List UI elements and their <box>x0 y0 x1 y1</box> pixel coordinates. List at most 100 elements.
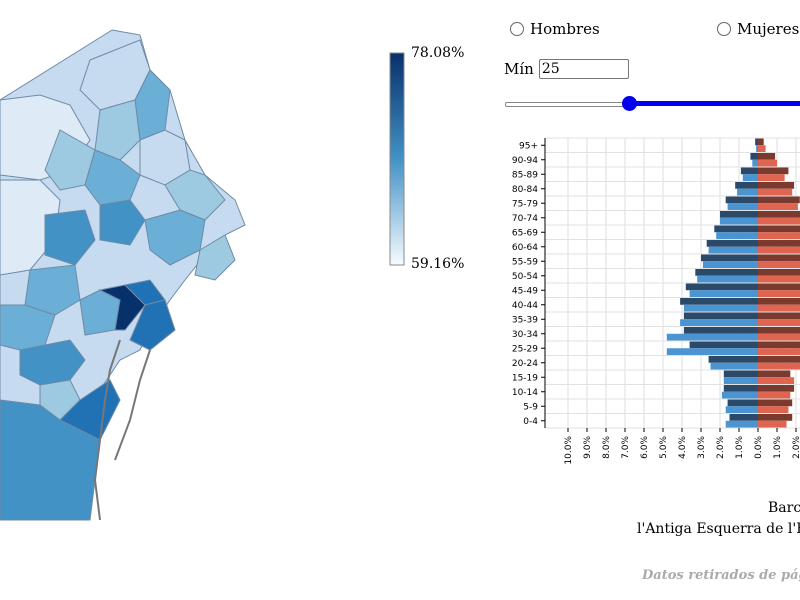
bar <box>666 333 758 341</box>
bar <box>725 196 758 204</box>
y-tick-label: 65-69 <box>512 228 538 238</box>
radio-men-circle[interactable] <box>510 22 524 36</box>
bar <box>708 246 758 254</box>
bar <box>758 269 800 276</box>
bar <box>758 362 800 370</box>
bar <box>758 167 789 175</box>
bar <box>680 319 758 326</box>
bar <box>683 312 758 320</box>
y-tick-label: 75-79 <box>512 199 538 209</box>
bar <box>683 327 758 334</box>
slider-track-right[interactable] <box>630 101 800 106</box>
y-tick-label: 50-54 <box>512 272 538 282</box>
bar <box>758 138 764 146</box>
district <box>94 99 141 161</box>
district <box>19 339 86 386</box>
bar <box>740 167 758 175</box>
x-tick-label: 2.0% <box>792 436 800 459</box>
y-tick-label: 70-74 <box>512 214 538 224</box>
min-input[interactable] <box>538 59 629 79</box>
x-tick-label: 4.0% <box>678 436 688 459</box>
bar <box>729 414 758 421</box>
y-tick-label: 5-9 <box>523 402 538 412</box>
legend-min-label: 59.16% <box>411 256 465 272</box>
bar <box>702 261 758 268</box>
bar <box>758 319 800 326</box>
bar <box>723 385 758 392</box>
bar <box>727 203 758 210</box>
y-tick-label: 15-19 <box>512 373 538 383</box>
bar <box>701 254 758 262</box>
y-tick-label: 40-44 <box>512 301 538 311</box>
radio-women-circle[interactable] <box>717 22 731 36</box>
bar <box>758 196 800 204</box>
x-tick-label: 10.0% <box>564 436 574 465</box>
bar <box>758 414 793 421</box>
bar <box>758 246 800 254</box>
x-tick-label: 5.0% <box>659 436 669 459</box>
y-tick-label: 25-29 <box>512 344 538 354</box>
bar <box>758 275 800 283</box>
y-tick-label: 0-4 <box>523 417 538 427</box>
y-tick-label: 90-94 <box>512 156 538 166</box>
x-tick-label: 0.0% <box>754 436 764 459</box>
bar <box>725 406 758 413</box>
bar <box>758 406 789 413</box>
bar <box>685 283 758 291</box>
y-tick-label: 45-49 <box>512 286 538 296</box>
bar <box>727 399 758 407</box>
bar <box>758 341 800 349</box>
min-row: Mín <box>504 59 629 79</box>
caption-city: Barce <box>768 500 800 516</box>
bar <box>758 153 776 160</box>
bar <box>758 304 800 312</box>
bar <box>680 298 758 305</box>
bar <box>758 385 795 392</box>
district <box>99 199 146 246</box>
bar <box>725 420 758 428</box>
radio-men[interactable]: Hombres <box>510 20 600 38</box>
slider-track-left[interactable] <box>505 102 632 107</box>
y-tick-label: 35-39 <box>512 315 538 325</box>
bar <box>720 211 758 218</box>
bar <box>755 138 758 146</box>
y-tick-label: 55-59 <box>512 257 538 267</box>
bar <box>758 333 800 341</box>
bar <box>758 232 800 239</box>
district <box>44 129 96 191</box>
district <box>24 264 81 316</box>
bar <box>721 391 758 399</box>
bar <box>758 145 766 152</box>
bar <box>758 240 800 247</box>
radio-women[interactable]: Mujeres <box>717 20 799 38</box>
bar <box>689 290 758 297</box>
y-tick-label: 60-64 <box>512 243 538 253</box>
district <box>44 209 96 266</box>
district-choropleth-map[interactable] <box>0 0 380 560</box>
x-tick-label: 2.0% <box>716 436 726 459</box>
bar <box>750 153 758 160</box>
bar <box>742 174 758 181</box>
bar <box>758 159 777 167</box>
bar <box>758 370 791 378</box>
y-tick-label: 20-24 <box>512 359 538 369</box>
bar <box>708 356 758 363</box>
bar <box>720 217 758 225</box>
bar <box>758 377 795 384</box>
bar <box>758 174 785 181</box>
bar <box>716 232 758 239</box>
bar <box>758 203 798 210</box>
bar <box>735 182 758 189</box>
bar <box>758 348 800 355</box>
bar <box>758 283 800 291</box>
source-note: Datos retirados de págin <box>642 568 800 583</box>
bar <box>689 341 758 349</box>
district <box>194 234 236 281</box>
bar <box>758 188 793 196</box>
radio-men-label: Hombres <box>530 20 600 38</box>
min-label: Mín <box>504 60 534 78</box>
x-tick-label: 3.0% <box>697 436 707 459</box>
y-tick-label: 10-14 <box>512 388 538 398</box>
bar <box>758 217 800 225</box>
slider-thumb[interactable] <box>622 96 637 111</box>
